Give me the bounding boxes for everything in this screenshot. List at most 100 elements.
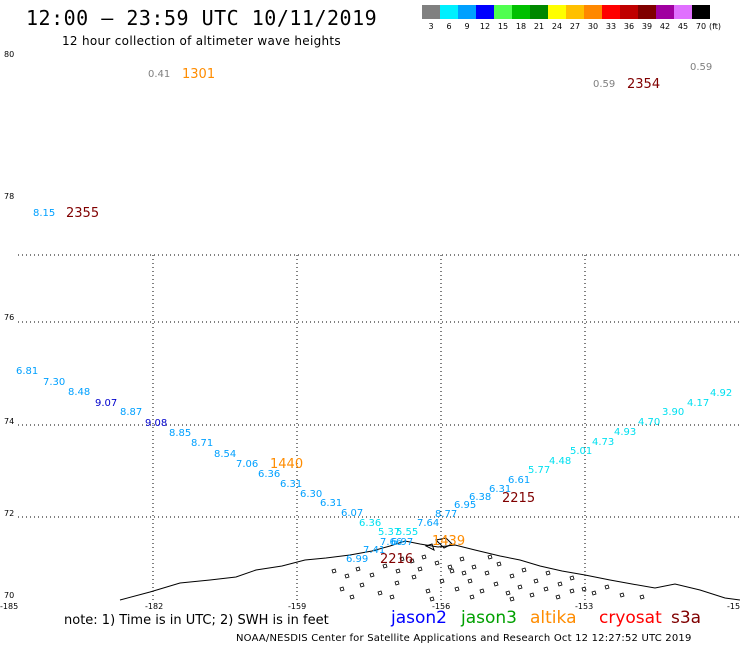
swh-label: 6.30 — [300, 489, 322, 500]
swh-label: 4.48 — [549, 456, 571, 467]
coastline-island — [469, 594, 475, 600]
swh-label: 7.06 — [236, 459, 258, 470]
coastline-island — [639, 594, 645, 600]
time-label: 2215 — [502, 491, 535, 506]
colorbar-swatch — [476, 5, 494, 19]
latitude-label: 72 — [4, 509, 14, 518]
note-text: note: 1) Time is in UTC; 2) SWH is in fe… — [64, 613, 329, 628]
colorbar-swatch — [422, 5, 440, 19]
page-subtitle: 12 hour collection of altimeter wave hei… — [62, 34, 341, 48]
colorbar-label: 21 — [533, 22, 545, 31]
map-grid — [18, 254, 740, 600]
coastline-island — [359, 582, 365, 588]
swh-label: 8.54 — [214, 449, 236, 460]
latitude-label: 74 — [4, 417, 14, 426]
coastline-island — [449, 568, 455, 574]
coastline-island — [369, 572, 375, 578]
coastline-island — [517, 584, 523, 590]
colorbar-label: 24 — [551, 22, 563, 31]
colorbar-swatch — [512, 5, 530, 19]
swh-label: 4.70 — [638, 417, 660, 428]
swh-label: 8.71 — [191, 438, 213, 449]
coastline-island — [479, 588, 485, 594]
coastline-island — [459, 556, 465, 562]
swh-label: 9.07 — [95, 398, 117, 409]
legend-item-altika: altika — [530, 608, 577, 628]
longitude-label: -153 — [575, 602, 593, 611]
swh-label: 6.99 — [346, 554, 368, 565]
swh-label: 3.90 — [662, 407, 684, 418]
swh-label: 6.31 — [280, 479, 302, 490]
coastline-island — [394, 580, 400, 586]
swh-label: 0.59 — [690, 62, 712, 73]
swh-label: 7.64 — [417, 518, 439, 529]
coastline-island — [429, 596, 435, 602]
latitude-label: 80 — [4, 50, 14, 59]
colorbar-swatch — [620, 5, 638, 19]
colorbar-swatch — [440, 5, 458, 19]
colorbar-swatch — [548, 5, 566, 19]
coastline-island — [509, 573, 515, 579]
swh-label: 5.01 — [570, 446, 592, 457]
colorbar-swatch — [584, 5, 602, 19]
coastline-island — [484, 570, 490, 576]
colorbar-label: 33 — [605, 22, 617, 31]
coastline-island — [555, 594, 561, 600]
colorbar-label: 42 — [659, 22, 671, 31]
swh-label: 7.41 — [363, 545, 385, 556]
colorbar-label: 36 — [623, 22, 635, 31]
coastline-island — [421, 554, 427, 560]
swh-label: 6.61 — [508, 475, 530, 486]
swh-label: 6.95 — [454, 500, 476, 511]
colorbar-label: 27 — [569, 22, 581, 31]
colorbar-label: 6 — [446, 22, 452, 31]
colorbar-swatch — [656, 5, 674, 19]
coastline-island — [543, 586, 549, 592]
coastline-island — [569, 575, 575, 581]
coastline-island — [425, 588, 431, 594]
coastline-island — [411, 574, 417, 580]
coastline-island — [581, 586, 587, 592]
swh-label: 6.36 — [359, 518, 381, 529]
swh-label: 8.77 — [435, 509, 457, 520]
coastline-island — [377, 590, 383, 596]
swh-label: 4.93 — [614, 427, 636, 438]
swh-label: 4.73 — [592, 437, 614, 448]
swh-label: 7.30 — [43, 377, 65, 388]
coastline-island — [349, 594, 355, 600]
coastline-island — [434, 560, 440, 566]
coastline — [119, 537, 740, 602]
swh-labels: 0.41 0.59 0.59 8.15 6.81 7.308.48 9.078.879.08… — [16, 62, 732, 565]
time-label: 2355 — [66, 206, 99, 221]
legend-item-jason3: jason3 — [461, 608, 517, 628]
coastline-island — [417, 566, 423, 572]
swh-label: 6.97 — [391, 537, 413, 548]
swh-label: 9.08 — [145, 418, 167, 429]
swh-label: 6.38 — [469, 492, 491, 503]
colorbar-unit: (ft) — [708, 22, 722, 31]
swh-label: 0.59 — [593, 79, 615, 90]
colorbar-label: 3 — [428, 22, 434, 31]
legend-item-cryosat: cryosat — [599, 608, 662, 628]
coastline-island — [493, 581, 499, 587]
coastline-island — [339, 586, 345, 592]
coastline-island — [355, 566, 361, 572]
swh-label: 6.81 — [16, 366, 38, 377]
swh-label: 8.87 — [120, 407, 142, 418]
colorbar-label: 15 — [497, 22, 509, 31]
swh-label: 8.15 — [33, 208, 55, 219]
latitude-label: 76 — [4, 313, 14, 322]
time-labels: 1301 2354 2355 1440 2215 1439 2216 — [66, 67, 660, 567]
colorbar — [422, 5, 710, 19]
colorbar-swatch — [566, 5, 584, 19]
swh-label: 8.85 — [169, 428, 191, 439]
longitude-label: -159 — [288, 602, 306, 611]
coastline-island — [557, 581, 563, 587]
coastline-outline — [119, 540, 740, 601]
swh-label: 5.77 — [528, 465, 550, 476]
legend-item-s3a: s3a — [671, 608, 702, 628]
swh-label: 6.07 — [341, 508, 363, 519]
swh-label: 5.55 — [396, 527, 418, 538]
coastline-island — [529, 592, 535, 598]
